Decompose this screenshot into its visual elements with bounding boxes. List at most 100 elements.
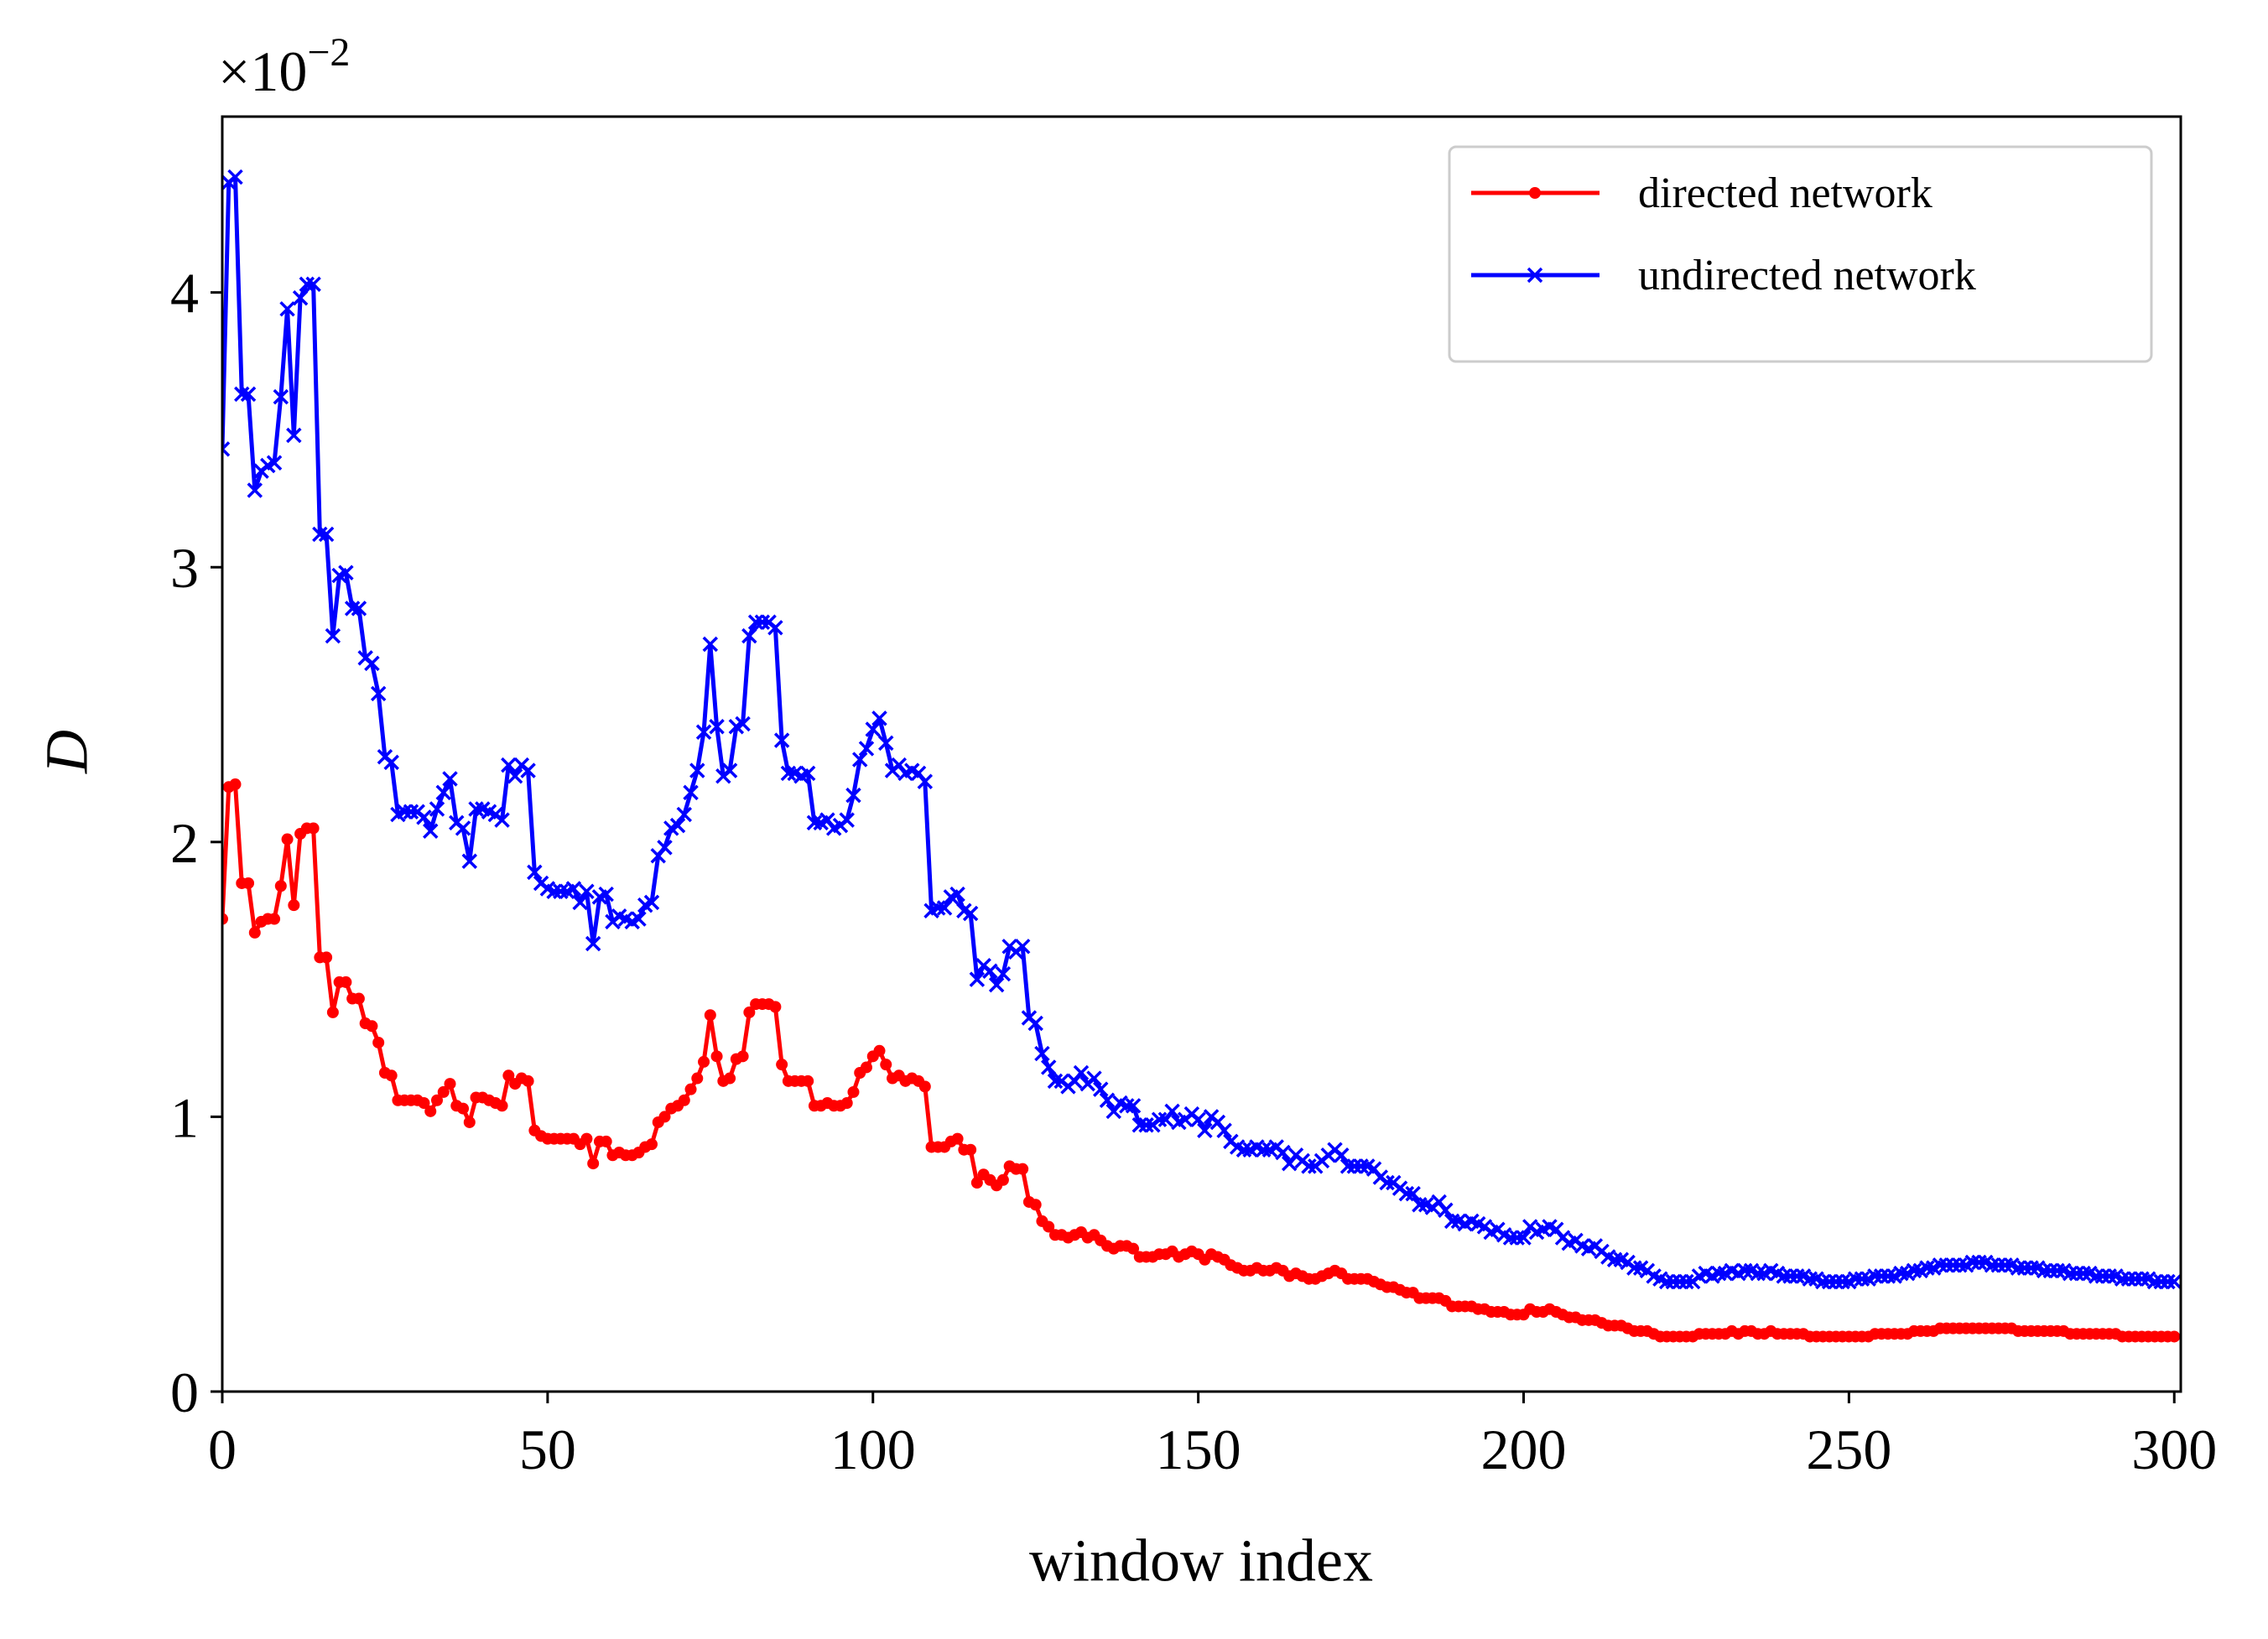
marker-x [1093,1081,1109,1097]
marker-x [1255,1142,1272,1158]
marker-x [1119,1098,1135,1114]
marker-x [520,762,536,778]
marker-x [865,721,881,737]
y-tick-label: 2 [170,811,199,875]
marker-x [351,601,367,617]
marker-x [2094,1268,2111,1284]
marker-x [435,784,451,801]
marker-circle [645,1138,658,1151]
marker-x [1750,1265,1766,1282]
marker-x [2120,1271,2137,1287]
marker-circle [457,1102,470,1115]
legend-label: undirected network [1638,252,1976,299]
marker-x [507,767,523,784]
marker-circle [352,992,365,1005]
marker-circle [424,1105,437,1117]
marker-x [962,905,979,922]
marker-x [1873,1268,1890,1284]
marker-x [585,935,601,952]
marker-x [403,804,419,820]
marker-x [949,886,965,903]
marker-x [930,900,946,916]
offset-base: ×10 [218,39,307,103]
marker-x [494,812,510,828]
marker-x [1138,1117,1154,1133]
marker-x [936,900,953,916]
legend: directed network undirected network [1448,145,2153,363]
marker-circle [736,1050,749,1063]
marker-x [2010,1260,2026,1276]
marker-circle [1029,1199,1042,1211]
legend-label: directed network [1638,169,1932,217]
marker-circle [743,1006,756,1018]
marker-x [735,715,751,732]
marker-x [579,883,595,900]
marker-x [1438,1202,1454,1219]
marker-x [741,627,757,644]
legend-marker [1527,267,1543,284]
marker-circle [437,1085,450,1098]
marker-x [2075,1265,2091,1282]
marker-x [2134,1271,2150,1287]
marker-x [1235,1142,1252,1158]
marker-x [1346,1158,1363,1174]
x-tick-label: 100 [830,1418,916,1481]
marker-circle [840,1097,853,1110]
marker-x [364,655,380,672]
marker-x [1509,1230,1525,1246]
marker-x [338,565,354,581]
marker-x [598,886,614,903]
marker-circle [658,1111,671,1123]
marker-x [657,840,673,856]
marker-x [266,455,283,471]
marker-circle [340,976,352,988]
marker-x [878,735,894,752]
marker-circle [724,1072,736,1085]
marker-circle [463,1116,476,1128]
marker-circle [522,1074,534,1087]
y-tick-label: 0 [170,1361,199,1424]
marker-x [988,976,1005,993]
y-tick-label: 3 [170,536,199,600]
marker-circle [600,1135,612,1147]
marker-x [383,754,399,771]
marker-x [709,719,725,735]
marker-x [2023,1260,2039,1276]
marker-circle [430,1094,443,1106]
marker-circle [496,1100,508,1112]
marker-x [240,386,257,403]
marker-circle [288,899,300,912]
marker-circle [1127,1242,1140,1255]
marker-circle [684,1083,697,1095]
marker-x [1893,1265,1909,1282]
marker-x [1197,1122,1213,1139]
marker-x [1131,1117,1148,1133]
marker-x [1502,1230,1519,1246]
marker-circle [326,1006,339,1018]
marker-circle [248,926,261,939]
marker-x [1737,1262,1753,1279]
marker-circle [678,1094,690,1106]
marker-x [429,801,445,817]
marker-x [1919,1260,1935,1276]
marker-x [1776,1268,1792,1284]
series [222,169,2181,1290]
plot-area [222,169,2181,1343]
marker-circle [418,1097,430,1110]
marker-circle [965,1143,977,1156]
marker-x [423,823,439,839]
series [222,778,2181,1343]
marker-x [546,883,562,900]
marker-x [1014,939,1031,955]
marker-circle [268,913,281,925]
marker-circle [698,1055,710,1068]
marker-x [1164,1103,1180,1120]
marker-x [455,820,471,836]
marker-x [1952,1257,1968,1273]
x-tick-label: 250 [1806,1418,1891,1481]
marker-x [767,620,783,636]
y-offset-label: ×10−2 [218,30,350,103]
x-tick-label: 300 [2131,1418,2217,1481]
